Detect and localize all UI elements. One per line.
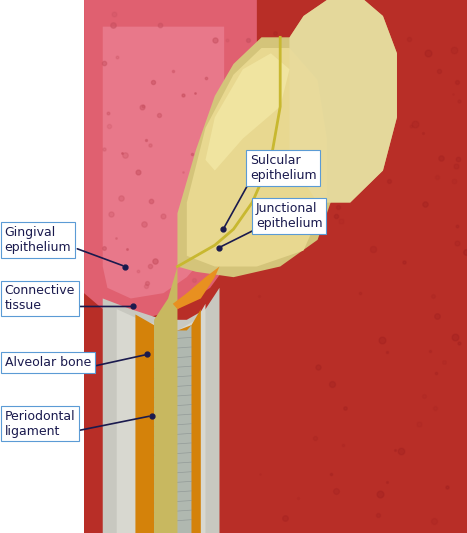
- Polygon shape: [154, 320, 191, 533]
- Polygon shape: [154, 266, 177, 533]
- Text: Alveolar bone: Alveolar bone: [5, 356, 91, 369]
- Polygon shape: [205, 53, 290, 171]
- Bar: [0, 0, 84, 533]
- Text: Junctional
epithelium: Junctional epithelium: [256, 202, 323, 230]
- Polygon shape: [103, 288, 219, 533]
- Polygon shape: [135, 309, 201, 533]
- Polygon shape: [173, 266, 219, 309]
- Polygon shape: [84, 0, 257, 320]
- Polygon shape: [177, 37, 336, 277]
- Text: Periodontal
ligament: Periodontal ligament: [5, 410, 75, 438]
- Bar: [84, 0, 467, 533]
- Polygon shape: [290, 0, 397, 203]
- Polygon shape: [103, 27, 224, 298]
- Polygon shape: [117, 304, 205, 533]
- Text: Connective
tissue: Connective tissue: [5, 285, 75, 312]
- Text: Gingival
epithelium: Gingival epithelium: [5, 226, 71, 254]
- Text: Sulcular
epithelium: Sulcular epithelium: [250, 154, 317, 182]
- Polygon shape: [290, 0, 397, 203]
- Polygon shape: [187, 48, 327, 266]
